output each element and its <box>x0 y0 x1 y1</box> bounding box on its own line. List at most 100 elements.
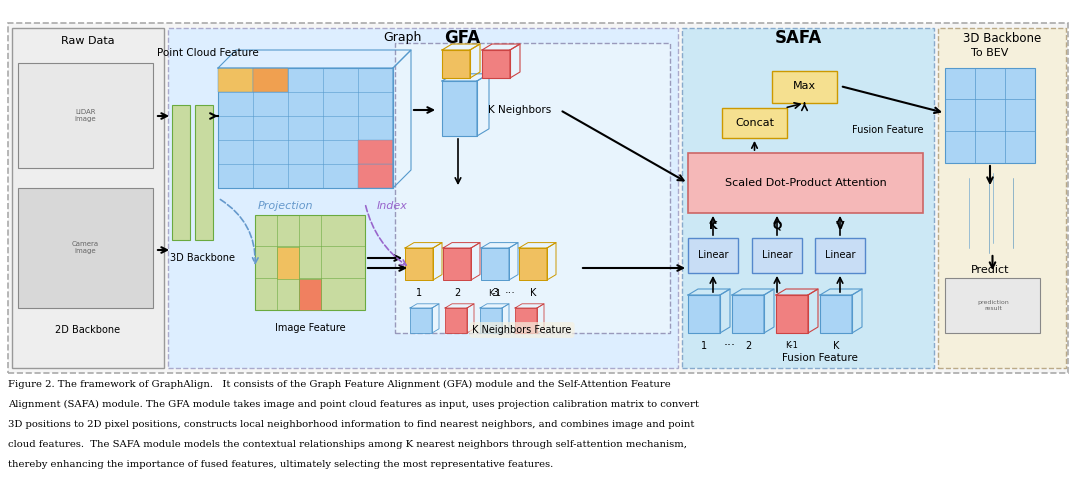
Bar <box>8 23 1068 373</box>
Text: 1: 1 <box>416 288 422 298</box>
Bar <box>218 68 253 92</box>
Polygon shape <box>405 243 442 248</box>
Bar <box>168 28 678 368</box>
Bar <box>688 153 923 213</box>
Text: 3D Backbone: 3D Backbone <box>170 253 234 263</box>
Text: Max: Max <box>793 81 816 91</box>
Text: Index: Index <box>377 201 407 211</box>
Bar <box>777 295 808 333</box>
Polygon shape <box>720 289 730 333</box>
Text: K-1: K-1 <box>488 288 501 298</box>
Polygon shape <box>764 289 774 333</box>
Bar <box>442 50 470 78</box>
Text: Linear: Linear <box>825 250 855 261</box>
Polygon shape <box>966 173 1037 258</box>
Bar <box>195 105 213 240</box>
Text: Fusion Feature: Fusion Feature <box>782 353 858 363</box>
Text: K Neighbors Feature: K Neighbors Feature <box>472 325 571 335</box>
Bar <box>945 68 1035 163</box>
Polygon shape <box>732 289 774 295</box>
Text: LiDAR
image: LiDAR image <box>75 109 96 122</box>
Text: Scaled Dot-Product Attention: Scaled Dot-Product Attention <box>725 178 887 188</box>
Text: K: K <box>708 221 717 231</box>
Polygon shape <box>502 304 509 333</box>
Text: Predict: Predict <box>971 265 1009 275</box>
Polygon shape <box>393 50 411 188</box>
Text: SAFA: SAFA <box>774 29 822 47</box>
Polygon shape <box>519 243 556 248</box>
Bar <box>482 50 510 78</box>
Bar <box>945 278 1040 333</box>
Bar <box>939 28 1066 368</box>
Polygon shape <box>410 304 438 308</box>
Text: Linear: Linear <box>698 250 728 261</box>
Text: Figure 2. The framework of GraphAlign.   It consists of the Graph Feature Alignm: Figure 2. The framework of GraphAlign. I… <box>8 380 671 389</box>
Text: V: V <box>836 221 845 231</box>
Bar <box>681 28 934 368</box>
Polygon shape <box>509 243 518 280</box>
Bar <box>443 248 471 280</box>
Bar <box>815 238 865 273</box>
Text: Alignment (SAFA) module. The GFA module takes image and point cloud features as : Alignment (SAFA) module. The GFA module … <box>8 400 699 409</box>
Polygon shape <box>442 44 480 50</box>
Bar <box>276 247 299 279</box>
Polygon shape <box>820 289 862 295</box>
Text: Q: Q <box>772 221 782 231</box>
Polygon shape <box>852 289 862 333</box>
Polygon shape <box>470 44 480 78</box>
Bar <box>772 71 837 103</box>
Polygon shape <box>777 289 818 295</box>
Text: prediction
result: prediction result <box>977 300 1009 311</box>
Text: To BEV: To BEV <box>971 48 1009 58</box>
Bar <box>515 308 537 333</box>
Polygon shape <box>945 168 1017 253</box>
Bar <box>410 308 432 333</box>
Bar <box>172 105 190 240</box>
Polygon shape <box>480 304 509 308</box>
Text: ···: ··· <box>724 340 735 352</box>
Polygon shape <box>467 304 474 333</box>
Bar <box>752 238 802 273</box>
Polygon shape <box>482 44 519 50</box>
Bar <box>480 308 502 333</box>
Text: ···: ··· <box>504 288 515 298</box>
Text: Fusion Feature: Fusion Feature <box>852 125 923 135</box>
Text: K Neighbors: K Neighbors <box>488 105 551 115</box>
Text: Camera
image: Camera image <box>72 242 99 255</box>
Bar <box>442 81 477 136</box>
Text: 2: 2 <box>454 288 460 298</box>
Bar <box>395 43 670 333</box>
Polygon shape <box>432 304 438 333</box>
Bar <box>519 248 546 280</box>
Polygon shape <box>471 243 480 280</box>
Text: 2D Backbone: 2D Backbone <box>55 325 121 335</box>
Bar <box>357 164 393 188</box>
Polygon shape <box>477 74 489 136</box>
Polygon shape <box>481 243 518 248</box>
Text: cloud features.  The SAFA module models the contextual relationships among K nea: cloud features. The SAFA module models t… <box>8 440 687 449</box>
Text: Graph: Graph <box>383 32 422 44</box>
Bar <box>18 188 153 308</box>
Bar <box>18 63 153 168</box>
Polygon shape <box>510 44 519 78</box>
Bar <box>255 215 365 310</box>
Text: thereby enhancing the importance of fused features, ultimately selecting the mos: thereby enhancing the importance of fuse… <box>8 460 553 469</box>
Polygon shape <box>433 243 442 280</box>
Text: Point Cloud Feature: Point Cloud Feature <box>157 48 259 58</box>
Bar <box>445 308 467 333</box>
Bar <box>723 108 787 138</box>
Polygon shape <box>515 304 544 308</box>
Text: Raw Data: Raw Data <box>62 36 114 46</box>
Polygon shape <box>808 289 818 333</box>
Bar <box>688 238 738 273</box>
Text: 3D positions to 2D pixel positions, constructs local neighborhood information to: 3D positions to 2D pixel positions, cons… <box>8 420 694 429</box>
Bar <box>12 28 164 368</box>
Text: 3D Backbone: 3D Backbone <box>963 32 1041 44</box>
Bar <box>299 279 321 310</box>
Text: Projection: Projection <box>257 201 313 211</box>
Text: K-1: K-1 <box>785 342 798 350</box>
Bar <box>253 68 288 92</box>
Bar <box>688 295 720 333</box>
Polygon shape <box>445 304 474 308</box>
Polygon shape <box>537 304 544 333</box>
